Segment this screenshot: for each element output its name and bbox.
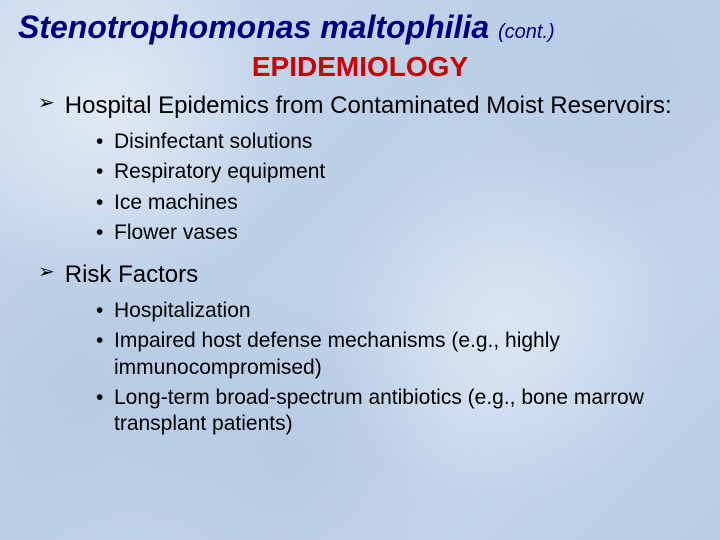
list-item: Hospitalization xyxy=(96,298,702,324)
section-heading: EPIDEMIOLOGY xyxy=(18,51,702,83)
list-item: Long-term broad-spectrum antibiotics (e.… xyxy=(96,385,702,438)
sub-list: Disinfectant solutions Respiratory equip… xyxy=(96,129,702,246)
list-item: Ice machines xyxy=(96,190,702,216)
arrow-bullet-icon: ➢ xyxy=(38,91,55,115)
title-main: Stenotrophomonas maltophilia xyxy=(18,9,489,45)
list-item: Respiratory equipment xyxy=(96,159,702,185)
top-item-text: Risk Factors xyxy=(65,260,198,290)
list-item: Flower vases xyxy=(96,220,702,246)
top-level-item: ➢ Risk Factors xyxy=(38,260,702,290)
top-level-item: ➢ Hospital Epidemics from Contaminated M… xyxy=(38,91,702,121)
list-item: Impaired host defense mechanisms (e.g., … xyxy=(96,328,702,381)
arrow-bullet-icon: ➢ xyxy=(38,260,55,284)
top-item-text: Hospital Epidemics from Contaminated Moi… xyxy=(65,91,672,121)
title-suffix: (cont.) xyxy=(498,21,555,43)
list-item: Disinfectant solutions xyxy=(96,129,702,155)
slide-title: Stenotrophomonas maltophilia (cont.) xyxy=(18,10,702,45)
sub-list: Hospitalization Impaired host defense me… xyxy=(96,298,702,437)
